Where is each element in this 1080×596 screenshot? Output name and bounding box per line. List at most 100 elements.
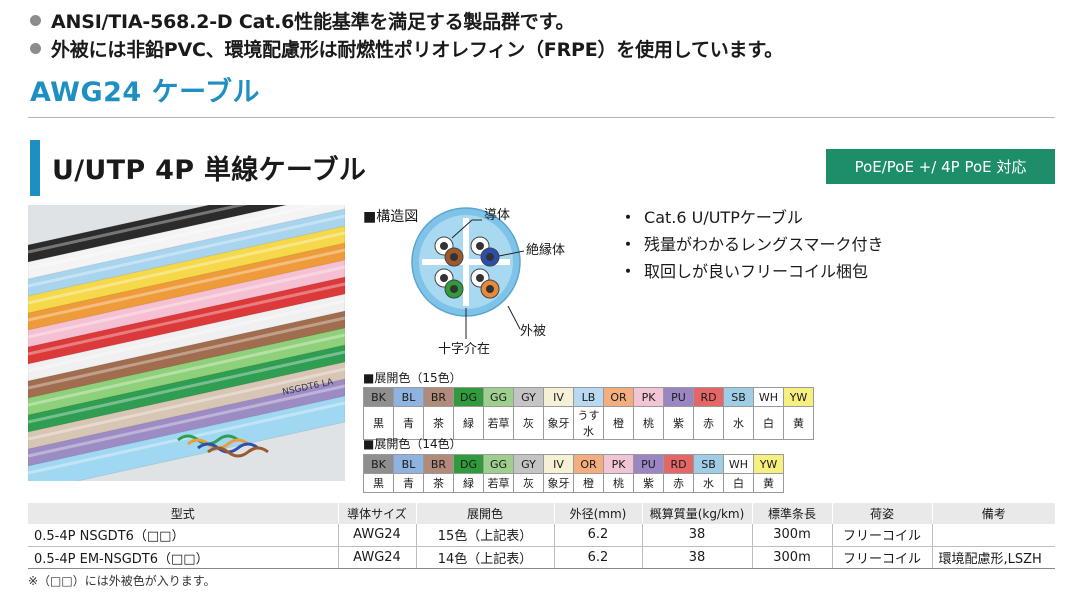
pair-brown xyxy=(434,236,464,267)
spec-cell: 300m xyxy=(751,524,832,547)
spec-row: 0.5-4P NSGDT6（□□） AWG24 15色（上記表） 6.2 38 … xyxy=(28,524,1055,547)
pair-orange xyxy=(470,268,500,299)
colors14-name-row: 黒青茶緑若草灰象牙橙桃紫赤水白黄 xyxy=(363,473,784,493)
color-code-cell: SB xyxy=(723,387,754,407)
color-name-cell: 水 xyxy=(723,406,754,440)
color-code-cell: RD xyxy=(663,454,694,474)
color-code-cell: GG xyxy=(483,454,514,474)
structure-diagram: 導体 絶縁体 外被 十字介在 xyxy=(411,207,565,357)
spec-cell-note: 環境配慮形,LSZH xyxy=(931,546,1055,569)
sheath-leader xyxy=(507,305,521,330)
cable-highlight xyxy=(28,367,345,441)
cable-highlight xyxy=(28,231,345,305)
color-name-cell: 紫 xyxy=(633,473,664,493)
cable-highlight xyxy=(28,205,248,254)
color-code-cell: PK xyxy=(633,387,664,407)
spec-cell: 300m xyxy=(751,546,832,569)
colors14-table: BK BL BR DG GG GY IV OR PK PU RD SB WH YW 黒青茶緑若草灰象牙橙桃… xyxy=(363,454,784,493)
spec-cell-model: 0.5-4P EM-NSGDT6（□□） xyxy=(28,546,338,569)
color-code-cell: PU xyxy=(633,454,664,474)
footnote: ※（□□）には外被色が入ります。 xyxy=(28,574,216,588)
colors14-title: ■展開色（14色） xyxy=(363,437,462,451)
color-code-cell: GY xyxy=(513,387,544,407)
conductor-leader xyxy=(451,219,473,239)
color-code-cell: PU xyxy=(663,387,694,407)
color-name-cell: 茶 xyxy=(423,473,454,493)
color-code-cell: LB xyxy=(573,387,604,407)
spec-header: 標準条長 xyxy=(751,503,832,524)
cable-highlight xyxy=(28,205,325,271)
spec-header-row: 型式 導体サイズ 展開色 外径(mm) 概算質量(kg/km) 標準条長 荷姿 … xyxy=(28,503,1055,524)
bullet-dot-icon: ・ xyxy=(620,234,637,254)
color-code-cell: WH xyxy=(723,454,754,474)
bullet-dot-icon xyxy=(30,14,41,26)
spec-header: 備考 xyxy=(931,503,1055,524)
color-name-cell: 桃 xyxy=(633,406,664,440)
color-name-cell: 赤 xyxy=(693,406,724,440)
spec-header: 荷姿 xyxy=(831,503,932,524)
color-code-cell: BL xyxy=(393,454,424,474)
color-code-cell: OR xyxy=(573,454,604,474)
cable-highlight xyxy=(28,384,345,458)
color-code-cell: BK xyxy=(363,387,394,407)
section-accent-bar xyxy=(30,140,40,196)
color-code-cell: GG xyxy=(483,387,514,407)
sheath-label: 外被 xyxy=(520,324,546,339)
color-name-cell: うす水 xyxy=(573,406,604,440)
conductor-label: 導体 xyxy=(484,208,510,223)
spec-cell: 6.2 xyxy=(553,546,642,569)
feature-item: ・残量がわかるレングスマーク付き xyxy=(620,229,884,256)
color-code-cell: DG xyxy=(453,454,484,474)
color-name-cell: 灰 xyxy=(513,406,544,440)
color-code-cell: GY xyxy=(513,454,544,474)
bullet-dot-icon: ・ xyxy=(620,261,637,281)
colors14-code-row: BK BL BR DG GG GY IV OR PK PU RD SB WH YW xyxy=(363,454,784,474)
spec-cell-model: 0.5-4P NSGDT6（□□） xyxy=(28,524,338,547)
spec-cell: フリーコイル xyxy=(831,546,932,569)
color-name-cell: 象牙 xyxy=(543,473,574,493)
color-code-cell: BR xyxy=(423,454,454,474)
color-name-cell: 白 xyxy=(723,473,754,493)
cable-highlight xyxy=(28,299,345,373)
cable-illustration: NSGDT6 LA xyxy=(28,205,345,481)
color-code-cell: IV xyxy=(543,454,574,474)
feature-text: Cat.6 U/UTPケーブル xyxy=(644,207,803,227)
pair-green xyxy=(434,268,464,299)
color-name-cell: 黄 xyxy=(753,473,784,493)
cable-strand xyxy=(28,395,345,481)
spec-header: 外径(mm) xyxy=(553,503,642,524)
color-name-cell: 黄 xyxy=(783,406,814,440)
spec-header: 展開色 xyxy=(415,503,554,524)
spec-cell: 38 xyxy=(641,524,752,547)
color-code-cell: BK xyxy=(363,454,394,474)
spec-cell: 14色（上記表） xyxy=(415,546,554,569)
spec-header: 概算質量(kg/km) xyxy=(641,503,752,524)
color-name-cell: 青 xyxy=(393,473,424,493)
spec-cell: 15色（上記表） xyxy=(415,524,554,547)
color-name-cell: 灰 xyxy=(513,473,544,493)
color-name-cell: 桃 xyxy=(603,473,634,493)
colors15-code-row: BK BL BR DG GG GY IV LB OR PK PU RD SB WH YW xyxy=(363,387,814,407)
color-name-cell: 若草 xyxy=(483,406,514,440)
color-code-cell: YW xyxy=(753,454,784,474)
intro-bullet: 外被には非鉛PVC、環境配慮形は耐燃性ポリオレフィン（FRPE）を使用しています… xyxy=(30,34,783,62)
cable-highlight xyxy=(28,401,345,475)
color-code-cell: SB xyxy=(693,454,724,474)
cable-product-image: NSGDT6 LA xyxy=(28,205,345,481)
spec-table: 型式 導体サイズ 展開色 外径(mm) 概算質量(kg/km) 標準条長 荷姿 … xyxy=(28,503,1055,569)
exposed-wire xyxy=(207,446,269,458)
cable-highlight xyxy=(28,214,345,288)
insulator-label: 絶縁体 xyxy=(526,242,565,258)
bullet-dot-icon xyxy=(30,42,41,54)
spec-header: 導体サイズ xyxy=(337,503,416,524)
intro-bullet-text: 外被には非鉛PVC、環境配慮形は耐燃性ポリオレフィン（FRPE）を使用しています… xyxy=(51,38,784,61)
color-code-cell: PK xyxy=(603,454,634,474)
color-code-cell: OR xyxy=(603,387,634,407)
cable-highlight xyxy=(28,265,345,339)
colors15-table: BK BL BR DG GG GY IV LB OR PK PU RD SB WH YW 黒青茶緑若草灰象牙… xyxy=(363,387,814,440)
color-code-cell: WH xyxy=(753,387,784,407)
intro-bullet-text: ANSI/TIA-568.2-D Cat.6性能基準を満足する製品群です。 xyxy=(51,10,575,33)
color-name-cell: 緑 xyxy=(453,473,484,493)
feature-list: ・ Cat.6 U/UTPケーブル ・残量がわかるレングスマーク付き ・取回しが良… xyxy=(620,202,884,283)
color-name-cell: 紫 xyxy=(663,406,694,440)
